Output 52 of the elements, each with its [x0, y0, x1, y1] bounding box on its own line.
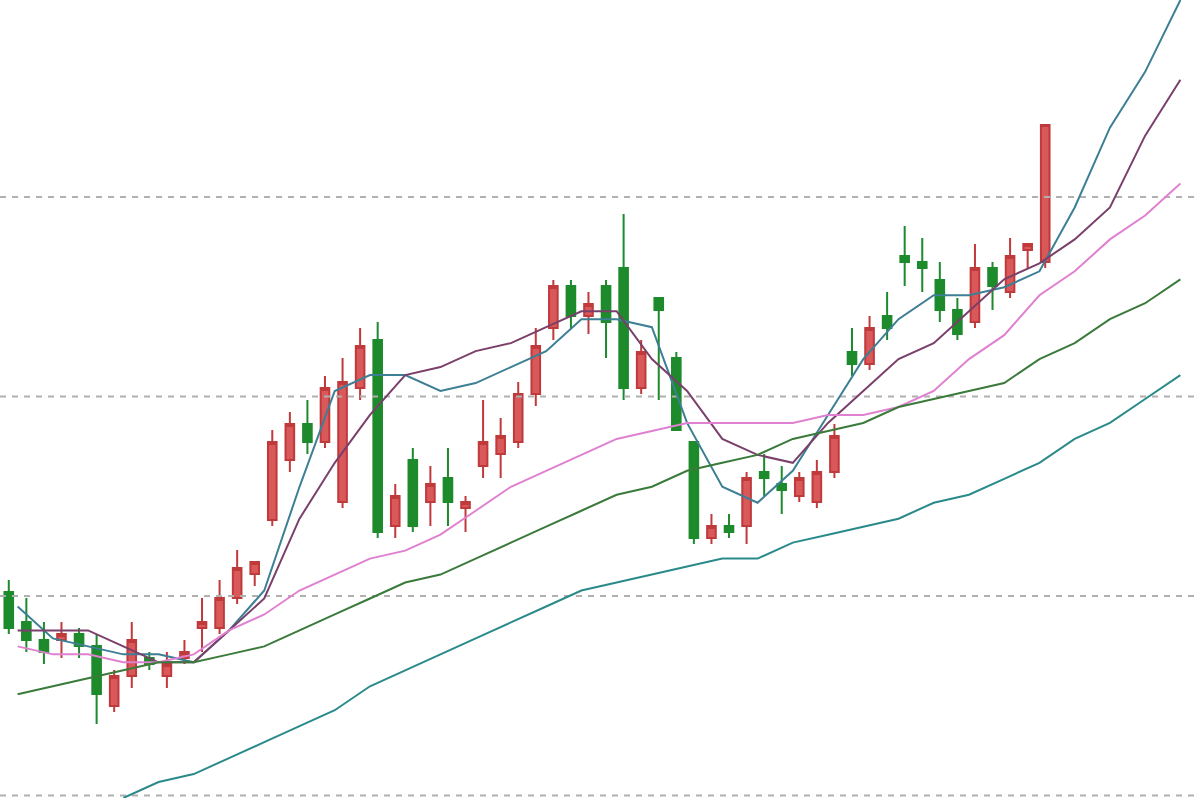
candlestick: [688, 441, 700, 545]
candlestick: [899, 225, 910, 287]
candlestick: [723, 513, 735, 539]
candlestick: [425, 465, 436, 527]
candlestick: [196, 597, 208, 653]
candlestick: [337, 357, 348, 509]
candlestick: [969, 243, 981, 329]
candlestick: [706, 513, 717, 545]
candlestick: [3, 579, 15, 635]
candlestick: [952, 297, 963, 341]
candlestick: [442, 447, 454, 527]
candlestick: [354, 327, 366, 401]
candlestick: [864, 315, 875, 371]
candlestick: [231, 549, 243, 605]
candlestick: [477, 399, 489, 479]
candlestick: [635, 339, 647, 395]
candlestick: [21, 597, 32, 653]
candlestick: [266, 429, 278, 527]
candlestick: [1022, 243, 1033, 269]
candlestick: [548, 279, 559, 341]
candlestick: [741, 471, 752, 545]
candlestick: [389, 483, 401, 539]
candlestick: [108, 669, 120, 713]
candlestick: [460, 495, 471, 533]
candlestick: [372, 321, 383, 539]
candlestick: [495, 417, 506, 479]
candlestick: [214, 579, 225, 635]
candlestick: [881, 291, 893, 341]
candlestick: [653, 297, 665, 401]
candlestick: [1039, 124, 1051, 269]
candlestick: [38, 621, 50, 665]
candlestick: [916, 237, 928, 293]
candlestick: [829, 423, 840, 479]
candlestick: [846, 327, 858, 377]
candlestick: [512, 381, 524, 449]
candlestick: [776, 465, 788, 515]
candlestick: [583, 291, 594, 335]
candlestick: [530, 327, 542, 407]
candlestick: [284, 411, 296, 473]
candlestick: [758, 453, 770, 497]
candlestick: [618, 213, 629, 401]
candlestick: [987, 261, 998, 311]
candlestick: [934, 261, 946, 323]
candlestick: [811, 459, 823, 509]
candlestick: [565, 279, 577, 329]
candlestick: [793, 471, 805, 503]
candlestick: [302, 399, 313, 455]
candlestick: [249, 561, 261, 587]
candlestick: [161, 651, 173, 689]
candlestick: [56, 621, 67, 659]
candlestick: [600, 279, 612, 359]
candlestick: [407, 447, 419, 533]
